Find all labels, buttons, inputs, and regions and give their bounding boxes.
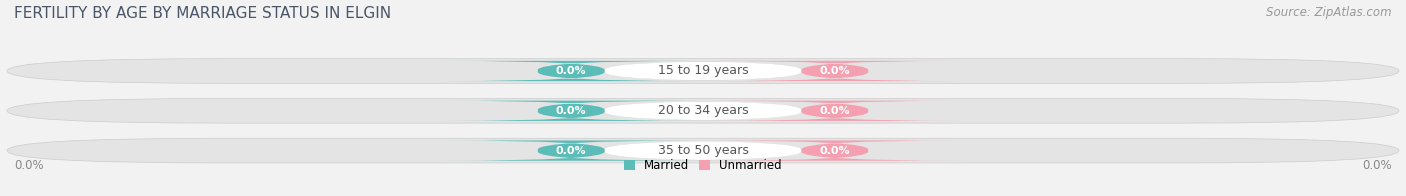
- FancyBboxPatch shape: [605, 61, 801, 81]
- Text: 0.0%: 0.0%: [555, 146, 586, 156]
- Text: Source: ZipAtlas.com: Source: ZipAtlas.com: [1267, 6, 1392, 19]
- FancyBboxPatch shape: [7, 98, 1399, 123]
- FancyBboxPatch shape: [707, 61, 962, 81]
- Text: 0.0%: 0.0%: [14, 159, 44, 172]
- FancyBboxPatch shape: [444, 141, 699, 161]
- FancyBboxPatch shape: [707, 101, 962, 121]
- Text: 0.0%: 0.0%: [820, 146, 851, 156]
- Text: 0.0%: 0.0%: [820, 66, 851, 76]
- FancyBboxPatch shape: [605, 141, 801, 161]
- Text: FERTILITY BY AGE BY MARRIAGE STATUS IN ELGIN: FERTILITY BY AGE BY MARRIAGE STATUS IN E…: [14, 6, 391, 21]
- Text: 35 to 50 years: 35 to 50 years: [658, 144, 748, 157]
- FancyBboxPatch shape: [605, 101, 801, 121]
- Legend: Married, Unmarried: Married, Unmarried: [620, 154, 786, 177]
- FancyBboxPatch shape: [707, 141, 962, 161]
- FancyBboxPatch shape: [7, 138, 1399, 163]
- FancyBboxPatch shape: [444, 61, 699, 81]
- Text: 0.0%: 0.0%: [555, 106, 586, 116]
- FancyBboxPatch shape: [7, 59, 1399, 83]
- Text: 0.0%: 0.0%: [1362, 159, 1392, 172]
- Text: 20 to 34 years: 20 to 34 years: [658, 104, 748, 117]
- Text: 0.0%: 0.0%: [555, 66, 586, 76]
- Text: 0.0%: 0.0%: [820, 106, 851, 116]
- Text: 15 to 19 years: 15 to 19 years: [658, 64, 748, 77]
- FancyBboxPatch shape: [444, 101, 699, 121]
